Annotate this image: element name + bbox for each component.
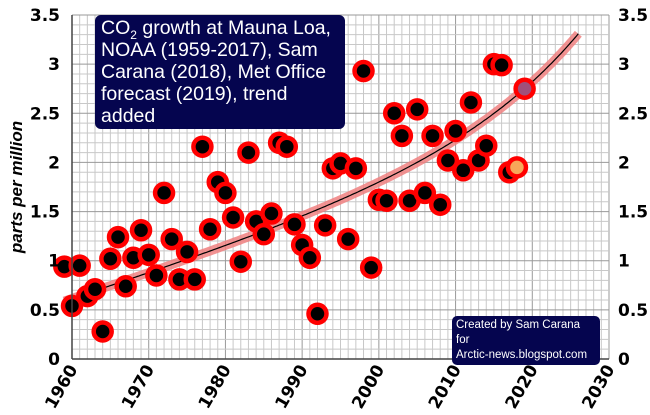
data-point bbox=[91, 320, 114, 343]
y-axis-label: parts per million bbox=[7, 121, 26, 254]
data-point bbox=[298, 246, 322, 270]
data-point bbox=[382, 102, 406, 125]
data-point bbox=[99, 247, 122, 270]
data-point bbox=[475, 134, 498, 157]
y-tick-label-right: 3.5 bbox=[618, 6, 648, 26]
credit-line-1: Created by Sam Carana for bbox=[456, 319, 581, 346]
data-point bbox=[451, 159, 475, 182]
y-tick-label-right: 3 bbox=[618, 55, 630, 75]
x-tick-label: 2020 bbox=[502, 361, 543, 412]
data-points bbox=[53, 52, 536, 343]
y-ticks-left: 0 0.5 1 1.5 2 2.5 3 3.5 bbox=[30, 6, 60, 370]
data-point bbox=[459, 91, 483, 114]
data-point bbox=[490, 53, 513, 77]
y-tick-label: 2.5 bbox=[30, 104, 60, 124]
y-tick-label-right: 2 bbox=[618, 153, 630, 173]
y-tick-label: 1 bbox=[48, 252, 60, 272]
y-tick-label: 0.5 bbox=[30, 301, 60, 321]
y-tick-label: 3 bbox=[48, 55, 60, 75]
data-point bbox=[444, 119, 467, 143]
x-ticks: 1960 1970 1980 1990 2000 2010 2020 2030 bbox=[41, 361, 619, 412]
data-point bbox=[214, 181, 237, 205]
data-point bbox=[260, 202, 283, 225]
y-tick-label-right: 1.5 bbox=[618, 203, 648, 223]
data-point-met-office-2019 bbox=[513, 77, 536, 100]
credit-line-2: Arctic-news.blogspot.com bbox=[456, 349, 588, 361]
y-tick-label: 3.5 bbox=[30, 6, 60, 26]
data-point bbox=[252, 222, 276, 246]
data-point bbox=[413, 181, 437, 205]
x-tick-label: 1970 bbox=[118, 361, 159, 412]
y-ticks-right: 0 0.5 1 1.5 2 2.5 3 3.5 bbox=[618, 6, 648, 370]
data-point bbox=[306, 302, 329, 326]
data-point bbox=[237, 141, 260, 164]
data-point bbox=[390, 124, 414, 148]
y-tick-label-right: 0.5 bbox=[618, 301, 648, 321]
data-point bbox=[68, 254, 91, 277]
credit-box: Created by Sam Carana for Arctic-news.bl… bbox=[452, 316, 600, 365]
y-tick-label: 0 bbox=[48, 350, 60, 370]
data-point bbox=[375, 189, 398, 213]
x-tick-label: 1980 bbox=[195, 361, 236, 412]
x-tick-label: 2030 bbox=[578, 361, 619, 412]
data-point bbox=[145, 264, 168, 287]
data-point bbox=[191, 135, 214, 158]
data-point bbox=[283, 213, 306, 236]
y-tick-label-right: 0 bbox=[618, 350, 630, 370]
chart-title: CO2 growth at Mauna Loa, NOAA (1959-2017… bbox=[95, 15, 345, 129]
data-point bbox=[129, 218, 153, 242]
data-point bbox=[352, 59, 375, 83]
data-point bbox=[336, 227, 360, 251]
data-point bbox=[152, 181, 176, 205]
data-point bbox=[137, 243, 160, 267]
y-tick-label: 1.5 bbox=[30, 203, 60, 223]
data-point bbox=[405, 98, 429, 121]
title-co: CO bbox=[101, 17, 131, 39]
data-point bbox=[160, 227, 183, 251]
data-point bbox=[428, 193, 452, 216]
data-point bbox=[114, 275, 137, 298]
data-point bbox=[198, 218, 222, 241]
data-point bbox=[313, 214, 337, 237]
data-point bbox=[106, 225, 130, 249]
title-sub: 2 bbox=[130, 27, 137, 42]
data-point bbox=[229, 250, 253, 273]
data-point bbox=[221, 206, 245, 229]
y-tick-label: 2 bbox=[48, 153, 60, 173]
data-point bbox=[83, 277, 107, 301]
data-point-sam-carana-2018 bbox=[505, 156, 529, 179]
data-point bbox=[421, 124, 444, 148]
data-point bbox=[359, 256, 383, 279]
data-point bbox=[175, 240, 199, 264]
y-tick-label-right: 2.5 bbox=[618, 104, 648, 124]
title-rest: growth at Mauna Loa, NOAA (1959-2017), S… bbox=[101, 17, 331, 127]
data-point bbox=[183, 268, 206, 291]
data-point bbox=[344, 157, 368, 180]
data-point bbox=[436, 149, 460, 172]
x-tick-label: 2010 bbox=[425, 361, 466, 412]
x-tick-label: 2000 bbox=[348, 361, 389, 412]
x-tick-label: 1990 bbox=[271, 361, 312, 412]
data-point bbox=[275, 135, 299, 158]
y-tick-label-right: 1 bbox=[618, 252, 630, 272]
